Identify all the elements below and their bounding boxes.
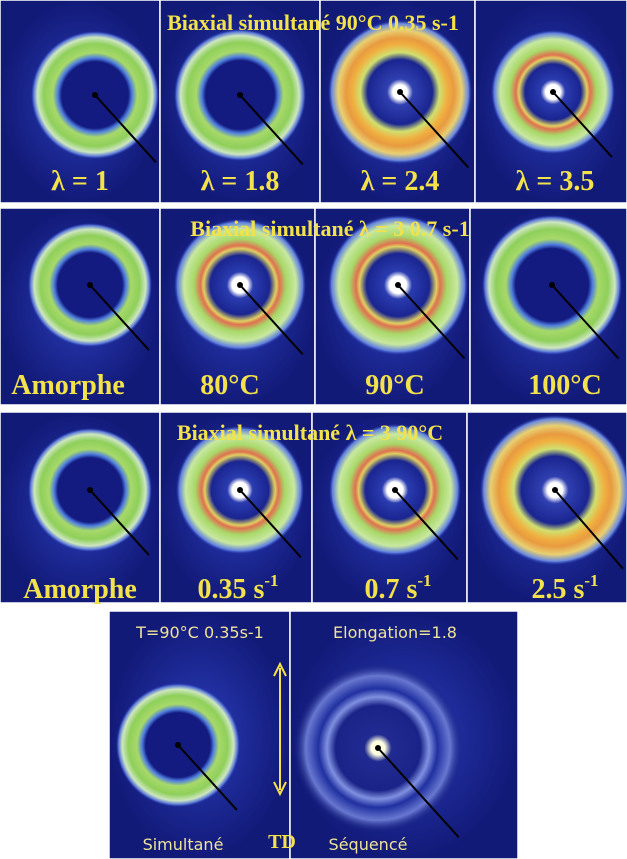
panel-title: Elongation=1.8 [333,623,457,642]
panel-title: Biaxial simultané 90°C 0.35 s-1 [167,10,459,35]
panel-label: Amorphe [11,370,125,401]
panel-label: Amorphe [23,574,137,605]
panel-title: T=90°C 0.35s-1 [135,623,264,642]
panel-label: 90°C [365,370,424,401]
panel-label: 80°C [200,370,259,401]
figure: Biaxial simultané 90°C 0.35 s-1 λ = 1 λ … [0,0,627,859]
panel-label: λ = 3.5 [516,166,595,197]
panel-title: Biaxial simultané λ = 3 0.7 s-1 [190,216,469,241]
panel-label: λ = 2.4 [361,166,440,197]
panel-title: Biaxial simultané λ = 3 90°C [177,420,443,445]
panel-label: λ = 1 [51,166,109,197]
panel-label: TD [268,831,296,853]
panel-label: 100°C [528,370,601,401]
panel-label: Simultané [143,835,224,854]
panel-label: Séquencé [329,835,408,854]
panel-label: λ = 1.8 [201,166,280,197]
